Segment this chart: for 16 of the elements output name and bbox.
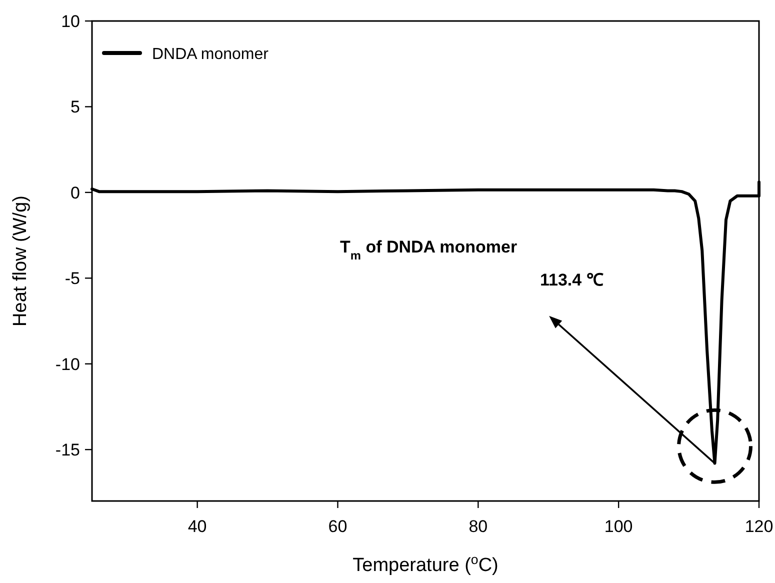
y-tick-label: 10 [61, 12, 80, 31]
y-tick-label: -15 [55, 440, 80, 460]
y-tick-label: 0 [70, 183, 80, 202]
x-tick-label: 60 [328, 517, 348, 536]
x-axis-title: Temperature ($^{o}$C) [352, 552, 498, 576]
y-tick-label: -5 [64, 269, 80, 288]
x-tick-label: 120 [744, 517, 774, 536]
annotation: T$_{m}$ of DNDA monomer [340, 237, 518, 262]
x-tick-label: 80 [468, 517, 488, 536]
legend-label: DNDA monomer [152, 46, 270, 63]
annotation: 113.4 ℃ [540, 270, 604, 290]
y-axis-title: Heat flow (W/g) [10, 196, 31, 326]
x-tick-label: 40 [188, 517, 207, 536]
x-tick-label: 100 [604, 517, 633, 536]
y-tick-label: 5 [70, 98, 80, 117]
y-tick-label: -10 [55, 354, 80, 374]
